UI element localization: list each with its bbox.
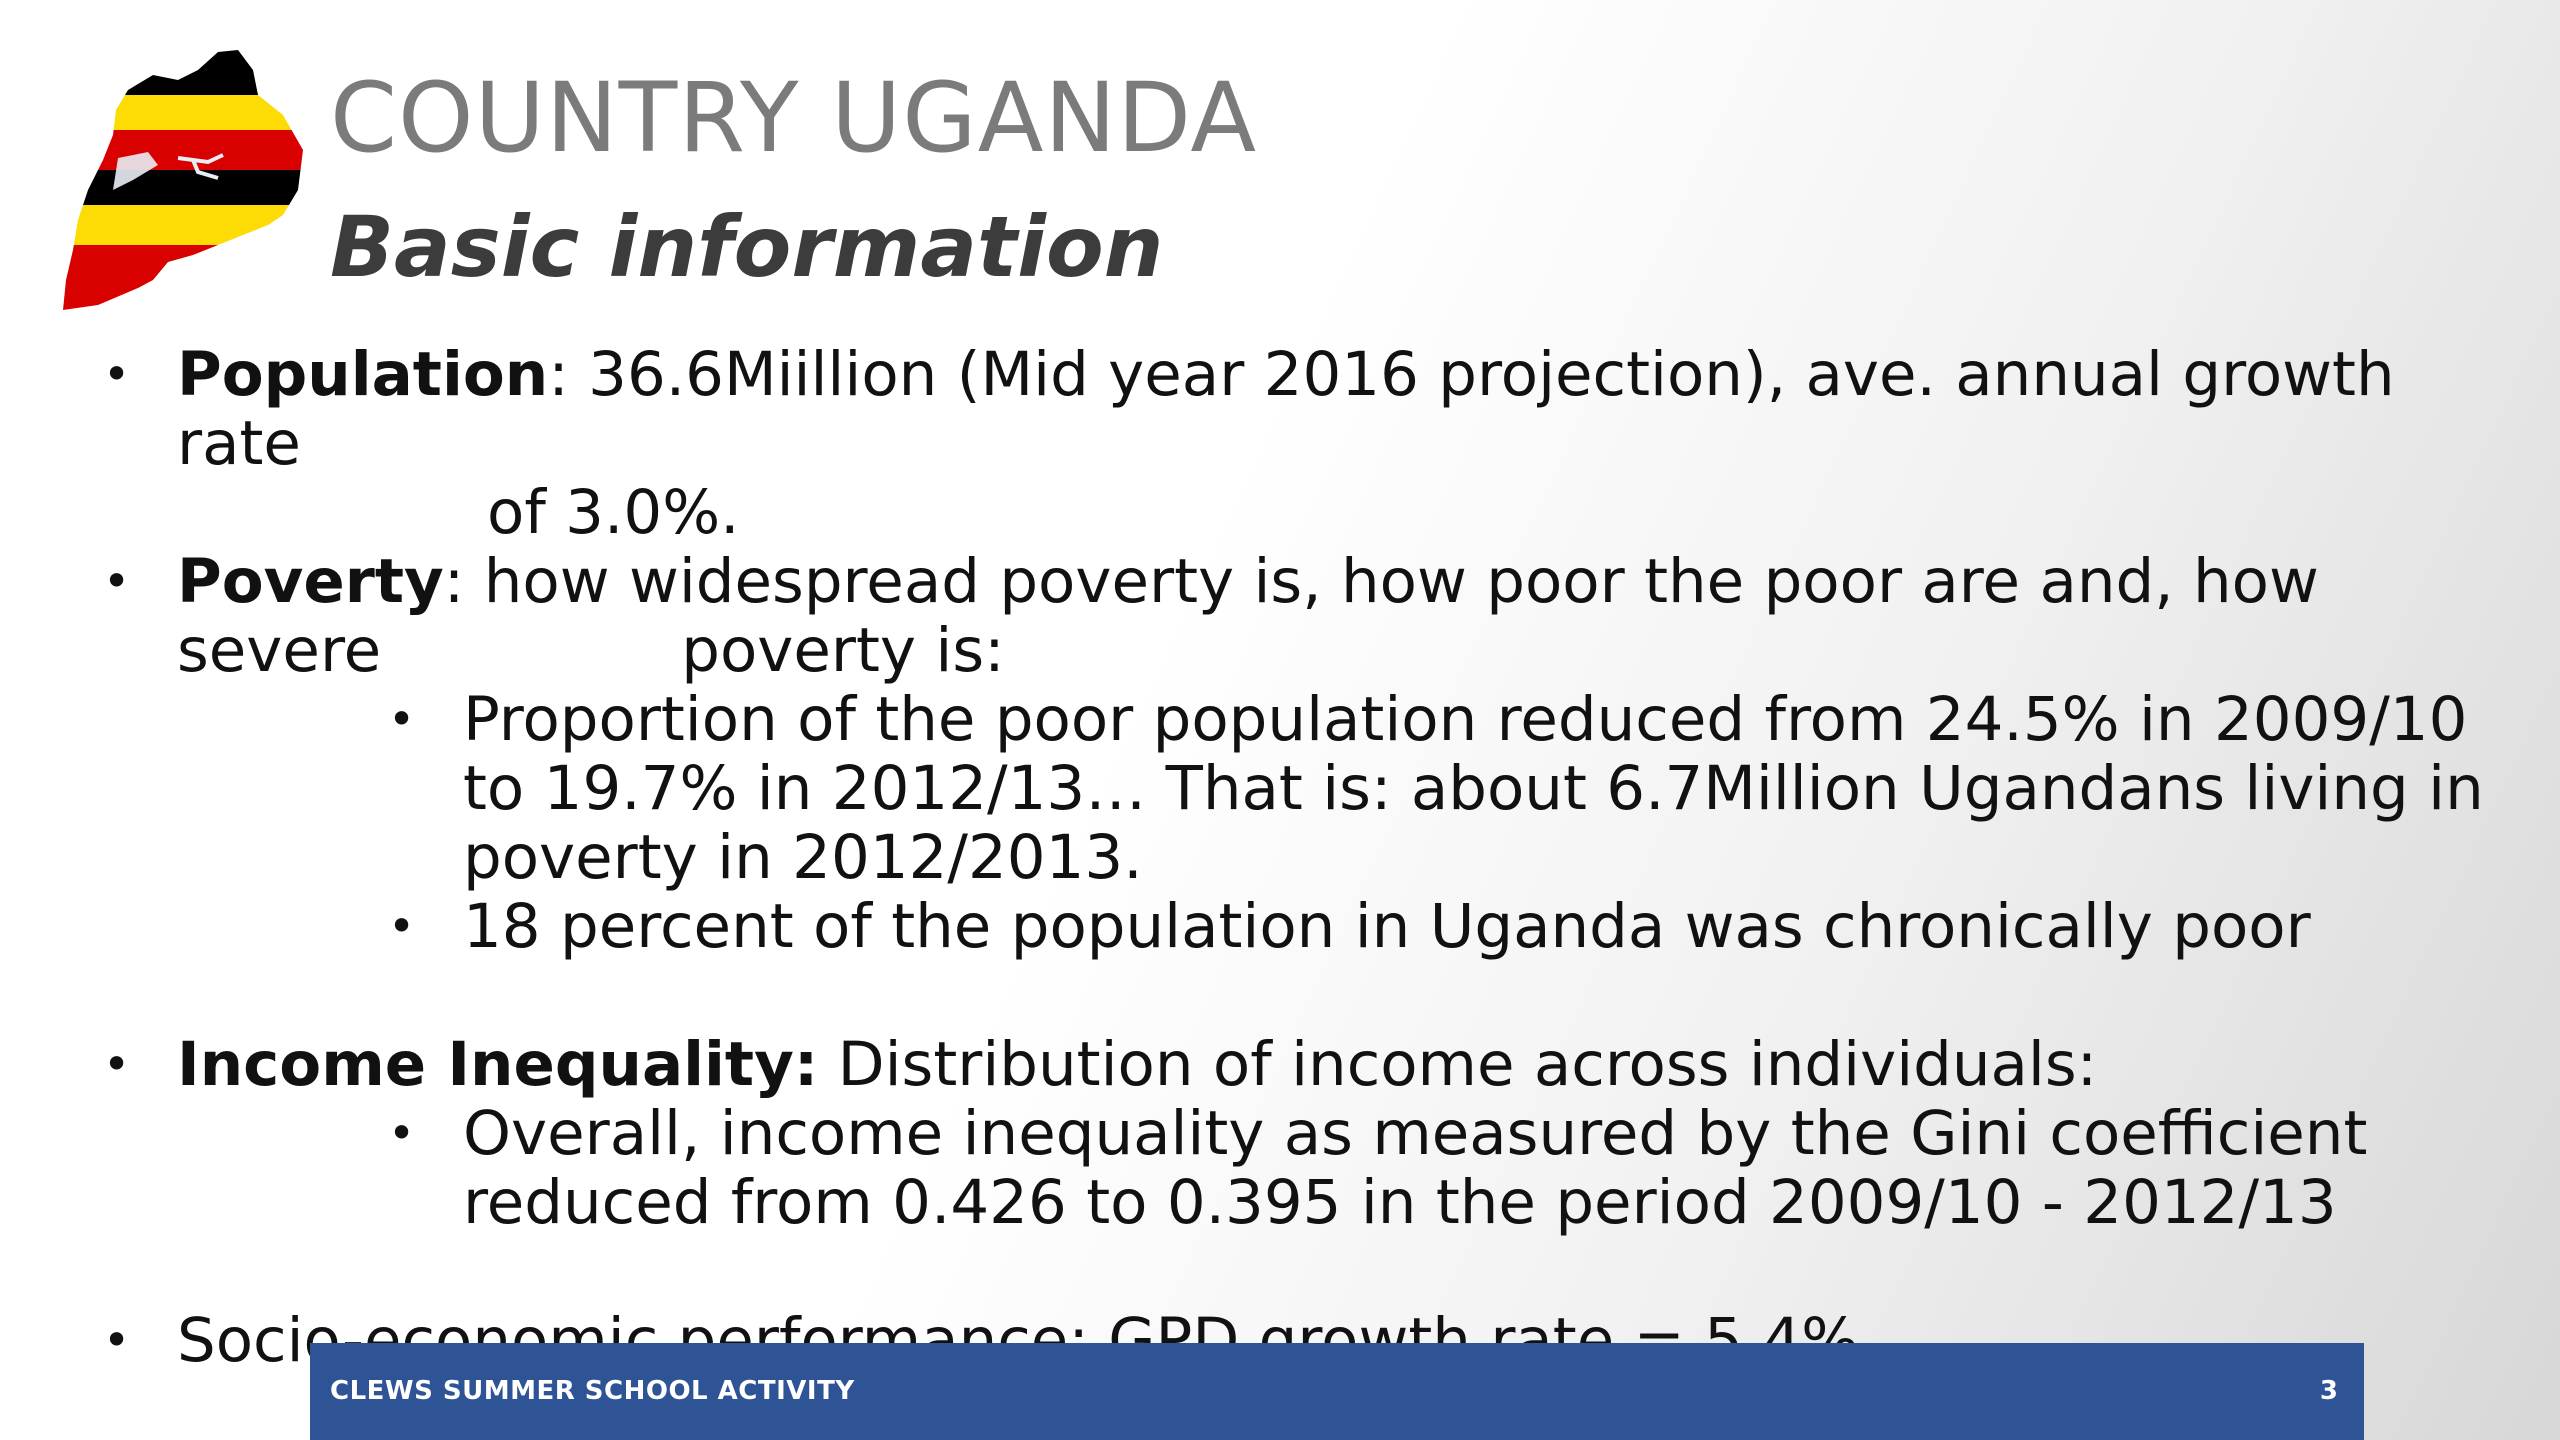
bullet-marker: • (103, 554, 131, 608)
bullet-poverty: • Poverty: how widespread poverty is, ho… (95, 547, 2495, 616)
inequality-text: Distribution of income across individual… (818, 1029, 2098, 1100)
uganda-flag-map-icon (63, 50, 303, 310)
bullet-marker: • (388, 1106, 416, 1160)
bullet-marker: • (388, 899, 416, 953)
sub-bullet-poverty-proportion: • Proportion of the poor population redu… (95, 685, 2495, 892)
poverty-sub1-line1: Proportion of the poor population reduce… (463, 684, 2468, 755)
footer-text: CLEWS SUMMER SCHOOL ACTIVITY (330, 1376, 855, 1406)
population-text-cont: of 3.0%. (487, 477, 740, 548)
poverty-text-cont-b: poverty is: (681, 615, 1005, 686)
poverty-sub2: 18 percent of the population in Uganda w… (463, 891, 2311, 962)
bullet-income-inequality: • Income Inequality: Distribution of inc… (95, 1030, 2495, 1099)
bullet-population-cont: of 3.0%. (95, 478, 2495, 547)
footer-bar: CLEWS SUMMER SCHOOL ACTIVITY 3 (310, 1343, 2364, 1440)
sub-bullet-gini: • Overall, income inequality as measured… (95, 1099, 2495, 1237)
slide-subtitle: Basic information (330, 198, 1164, 296)
poverty-text-cont-a: severe (177, 615, 382, 686)
bullet-marker: • (103, 347, 131, 401)
poverty-label: Poverty (177, 546, 444, 617)
page-number: 3 (2319, 1376, 2338, 1406)
slide-body: • Population: 36.6Miillion (Mid year 201… (95, 340, 2495, 1375)
poverty-sub1-line3: poverty in 2012/2013. (463, 822, 1143, 893)
bullet-marker: • (388, 692, 416, 746)
population-text: : 36.6Miillion (Mid year 2016 projection… (177, 339, 2395, 479)
inequality-sub1-line1: Overall, income inequality as measured b… (463, 1098, 2368, 1169)
population-label: Population (177, 339, 549, 410)
bullet-marker: • (103, 1037, 131, 1091)
slide-title: COUNTRY UGANDA (330, 62, 1258, 174)
poverty-text: : how widespread poverty is, how poor th… (443, 546, 2319, 617)
bullet-population: • Population: 36.6Miillion (Mid year 201… (95, 340, 2495, 478)
bullet-poverty-cont: severe poverty is: (95, 616, 2495, 685)
inequality-label: Income Inequality: (177, 1029, 819, 1100)
poverty-sub1-line2: to 19.7% in 2012/13… That is: about 6.7M… (463, 753, 2484, 824)
inequality-sub1-line2: reduced from 0.426 to 0.395 in the perio… (463, 1167, 2337, 1238)
sub-bullet-chronic-poor: • 18 percent of the population in Uganda… (95, 892, 2495, 961)
bullet-marker: • (103, 1313, 131, 1367)
